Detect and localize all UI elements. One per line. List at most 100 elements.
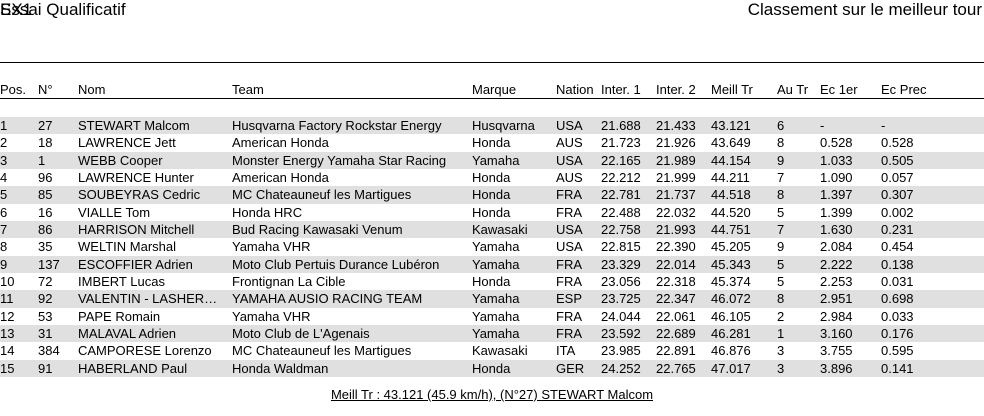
cell-nation: FRA — [556, 326, 582, 342]
table-row: 8 35 WELTIN Marshal Yamaha VHR Yamaha USA 22.8… — [0, 238, 984, 255]
cell-nom: HABERLAND Paul — [78, 360, 188, 376]
column-header-ec_prec: Ec Prec — [881, 82, 927, 97]
cell-inter1: 23.985 — [601, 343, 641, 359]
results-table-body: 1 27 STEWART Malcom Husqvarna Factory Rocks… — [0, 117, 984, 377]
cell-marque: Husqvarna — [472, 118, 535, 134]
cell-ec_prec: 0.031 — [881, 274, 914, 290]
cell-nation: USA — [556, 222, 583, 238]
cell-team: Yamaha VHR — [232, 239, 311, 255]
cell-inter2: 22.390 — [656, 239, 696, 255]
cell-inter1: 22.758 — [601, 222, 641, 238]
cell-au_tr: 1 — [777, 326, 785, 342]
cell-inter1: 23.056 — [601, 274, 641, 290]
cell-nom: LAWRENCE Jett — [78, 135, 176, 151]
cell-marque: Yamaha — [472, 308, 520, 324]
cell-ec_prec: 0.307 — [881, 187, 914, 203]
cell-inter2: 21.433 — [656, 118, 696, 134]
column-header-marque: Marque — [472, 82, 517, 97]
table-row: 13 31 MALAVAL Adrien Moto Club de L'Agenais… — [0, 324, 984, 343]
cell-ec_prec: 0.033 — [881, 308, 914, 324]
cell-inter2: 21.737 — [656, 187, 696, 203]
cell-team: Moto Club Pertuis Durance Lubéron — [232, 256, 440, 272]
cell-pos: 13 — [0, 326, 15, 342]
cell-au_tr: 8 — [777, 187, 785, 203]
cell-marque: Kawasaki — [472, 222, 528, 238]
cell-ec_prec: 0.505 — [881, 152, 914, 168]
cell-num: 85 — [38, 187, 53, 203]
cell-ec_prec: 0.176 — [881, 326, 914, 342]
cell-num: 18 — [38, 135, 53, 151]
cell-ec_prec: 0.595 — [881, 343, 914, 359]
cell-nom: MALAVAL Adrien — [78, 326, 177, 342]
cell-nom: STEWART Malcom — [78, 118, 190, 134]
cell-ec_1er: 1.397 — [820, 187, 853, 203]
table-row: 10 72 IMBERT Lucas Frontignan La Cible Honda… — [0, 273, 984, 290]
cell-pos: 10 — [0, 274, 15, 290]
column-header-inter1: Inter. 1 — [601, 82, 641, 97]
cell-inter2: 22.689 — [656, 326, 696, 342]
cell-nom: HARRISON Mitchell — [78, 222, 195, 238]
cell-ec_prec: 0.231 — [881, 222, 914, 238]
cell-pos: 6 — [0, 204, 8, 220]
column-header-team: Team — [232, 82, 264, 97]
cell-inter1: 22.815 — [601, 239, 641, 255]
cell-meill_tr: 46.072 — [711, 291, 751, 307]
cell-pos: 12 — [0, 308, 15, 324]
cell-nation: ITA — [556, 343, 576, 359]
cell-ec_prec: 0.138 — [881, 256, 914, 272]
best-lap-summary: Meill Tr : 43.121 (45.9 km/h), (N°27) ST… — [330, 387, 654, 402]
cell-team: MC Chateauneuf les Martigues — [232, 187, 412, 203]
cell-inter1: 21.723 — [601, 135, 641, 151]
cell-pos: 5 — [0, 187, 8, 203]
cell-ec_prec: 0.057 — [881, 170, 914, 186]
cell-num: 16 — [38, 204, 53, 220]
cell-meill_tr: 45.205 — [711, 239, 751, 255]
column-header-ec_1er: Ec 1er — [820, 82, 858, 97]
cell-inter2: 21.989 — [656, 152, 696, 168]
table-row: 15 91 HABERLAND Paul Honda Waldman Honda GER 2… — [0, 359, 984, 377]
cell-pos: 7 — [0, 222, 8, 238]
cell-ec_prec: 0.002 — [881, 204, 914, 220]
cell-team: Honda HRC — [232, 204, 303, 220]
cell-marque: Honda — [472, 204, 511, 220]
cell-inter2: 22.032 — [656, 204, 696, 220]
cell-meill_tr: 46.876 — [711, 343, 751, 359]
cell-nation: FRA — [556, 274, 582, 290]
cell-marque: Yamaha — [472, 326, 520, 342]
cell-num: 53 — [38, 308, 53, 324]
cell-marque: Honda — [472, 135, 511, 151]
cell-pos: 11 — [0, 291, 14, 307]
cell-pos: 15 — [0, 360, 15, 376]
cell-team: American Honda — [232, 135, 329, 151]
cell-ec_1er: 3.896 — [820, 360, 853, 376]
cell-inter1: 23.725 — [601, 291, 641, 307]
cell-marque: Yamaha — [472, 291, 520, 307]
cell-marque: Honda — [472, 360, 511, 376]
cell-meill_tr: 44.211 — [711, 170, 750, 186]
cell-num: 137 — [38, 256, 60, 272]
table-row: 5 85 SOUBEYRAS Cedric MC Chateauneuf les Ma… — [0, 186, 984, 204]
cell-nom: ESCOFFIER Adrien — [78, 256, 193, 272]
cell-num: 86 — [38, 222, 53, 238]
cell-meill_tr: 44.518 — [711, 187, 751, 203]
table-row: 6 16 VIALLE Tom Honda HRC Honda FRA 22.488 22.0… — [0, 204, 984, 221]
cell-au_tr: 3 — [777, 360, 785, 376]
cell-ec_1er: 2.951 — [820, 291, 853, 307]
cell-nation: AUS — [556, 135, 583, 151]
cell-team: Bud Racing Kawasaki Venum — [232, 222, 403, 238]
cell-num: 27 — [38, 118, 53, 134]
cell-meill_tr: 44.154 — [711, 152, 751, 168]
cell-nom: WEBB Cooper — [78, 152, 163, 168]
cell-au_tr: 9 — [777, 239, 785, 255]
cell-num: 92 — [38, 291, 53, 307]
cell-meill_tr: 45.374 — [711, 274, 751, 290]
cell-inter2: 22.765 — [656, 360, 696, 376]
cell-pos: 2 — [0, 135, 8, 151]
cell-ec_1er: 1.090 — [820, 170, 853, 186]
cell-inter2: 22.014 — [656, 256, 696, 272]
cell-meill_tr: 47.017 — [711, 360, 751, 376]
cell-nation: FRA — [556, 308, 582, 324]
cell-inter1: 22.781 — [601, 187, 641, 203]
cell-num: 35 — [38, 239, 53, 255]
table-row: 7 86 HARRISON Mitchell Bud Racing Kawasaki … — [0, 220, 984, 239]
